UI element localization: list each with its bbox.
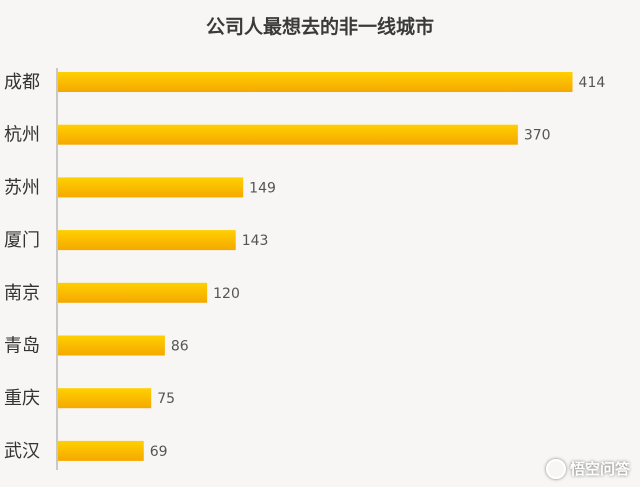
category-label: 重庆 [4,388,40,409]
bar [58,440,144,461]
data-label: 69 [150,444,168,460]
data-label: 149 [249,180,276,196]
chart-title: 公司人最想去的非一线城市 [205,16,434,38]
data-label: 414 [579,75,606,91]
data-label: 370 [524,128,551,144]
bar [58,177,244,198]
data-label: 86 [171,339,189,355]
category-label: 武汉 [4,441,40,462]
data-label: 143 [242,233,269,249]
watermark: 悟空问答 [545,458,630,479]
bar [58,282,208,303]
bar [58,72,573,92]
bar [58,124,518,145]
category-label: 南京 [4,283,40,304]
category-label: 苏州 [4,177,40,198]
wukong-logo-icon [545,458,566,479]
bars-layer: 成都 414 杭州 370 苏州 149 厦门 143 南京 120 青岛 86 重庆 75 武汉 69 [4,72,605,462]
bar [58,230,236,251]
watermark-text: 悟空问答 [569,460,630,478]
category-label: 厦门 [4,230,40,251]
bar [58,335,165,356]
bar [58,388,152,409]
data-label: 75 [157,391,175,407]
category-label: 杭州 [4,125,40,146]
category-label: 成都 [4,72,40,93]
category-label: 青岛 [4,336,40,357]
data-label: 120 [213,286,240,302]
